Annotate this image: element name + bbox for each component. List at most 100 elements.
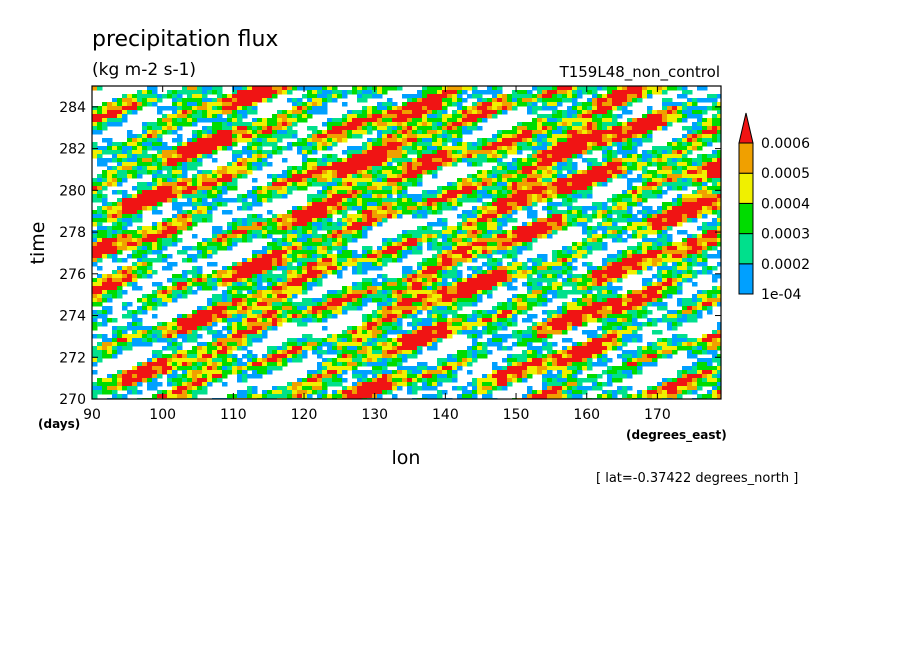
field-cell <box>327 158 333 163</box>
field-cell <box>707 158 713 163</box>
field-cell <box>187 222 193 227</box>
field-cell <box>552 138 558 143</box>
field-cell <box>667 202 673 207</box>
field-cell <box>287 182 293 187</box>
field-cell <box>362 126 368 131</box>
field-cell <box>252 230 258 235</box>
field-cell <box>457 90 463 95</box>
field-cell <box>312 94 318 99</box>
field-cell <box>377 102 383 107</box>
field-cell <box>192 134 198 139</box>
field-cell <box>507 202 513 207</box>
field-cell <box>417 230 423 235</box>
field-cell <box>522 166 528 171</box>
field-cell <box>337 158 343 163</box>
field-cell <box>472 114 478 119</box>
field-cell <box>237 102 243 107</box>
field-cell <box>102 254 108 259</box>
field-cell <box>382 282 388 287</box>
field-cell <box>307 134 313 139</box>
field-cell <box>352 118 358 123</box>
field-cell <box>257 150 263 155</box>
field-cell <box>412 166 418 171</box>
field-cell <box>307 174 313 179</box>
field-cell <box>137 146 143 151</box>
field-cell <box>167 262 173 267</box>
field-cell <box>572 254 578 259</box>
field-cell <box>297 230 303 235</box>
field-cell <box>457 110 463 115</box>
field-cell <box>512 134 518 139</box>
field-cell <box>247 122 253 127</box>
field-cell <box>477 274 483 279</box>
field-cell <box>467 238 473 243</box>
field-cell <box>392 102 398 107</box>
field-cell <box>442 198 448 203</box>
field-cell <box>312 246 318 251</box>
field-cell <box>152 270 158 275</box>
field-cell <box>327 118 333 123</box>
field-cell <box>682 94 688 99</box>
field-cell <box>522 270 528 275</box>
field-cell <box>472 94 478 99</box>
field-cell <box>112 218 118 223</box>
field-cell <box>377 110 383 115</box>
field-cell <box>207 186 213 191</box>
field-cell <box>272 278 278 283</box>
field-cell <box>672 158 678 163</box>
field-cell <box>492 186 498 191</box>
field-cell <box>477 98 483 103</box>
field-cell <box>117 250 123 255</box>
field-cell <box>307 282 313 287</box>
field-cell <box>342 238 348 243</box>
field-cell <box>497 242 503 247</box>
field-cell <box>442 222 448 227</box>
field-cell <box>587 174 593 179</box>
field-cell <box>667 218 673 223</box>
field-cell <box>497 250 503 255</box>
field-cell <box>262 270 268 275</box>
field-cell <box>672 170 678 175</box>
field-cell <box>452 262 458 267</box>
field-cell <box>587 242 593 247</box>
field-cell <box>342 90 348 95</box>
field-cell <box>697 170 703 175</box>
field-cell <box>432 118 438 123</box>
field-cell <box>337 230 343 235</box>
field-cell <box>317 86 323 91</box>
field-cell <box>377 250 383 255</box>
field-cell <box>672 250 678 255</box>
field-cell <box>257 126 263 131</box>
field-cell <box>532 238 538 243</box>
field-cell <box>552 194 558 199</box>
field-cell <box>322 138 328 143</box>
field-cell <box>322 226 328 231</box>
field-cell <box>377 174 383 179</box>
field-cell <box>562 130 568 135</box>
field-cell <box>717 134 721 139</box>
field-cell <box>257 250 263 255</box>
field-cell <box>602 166 608 171</box>
field-cell <box>617 214 623 219</box>
field-cell <box>607 94 613 99</box>
field-cell <box>462 238 468 243</box>
field-cell <box>182 114 188 119</box>
field-cell <box>497 278 503 283</box>
field-cell <box>687 234 693 239</box>
field-cell <box>407 126 413 131</box>
field-cell <box>522 190 528 195</box>
field-cell <box>552 110 558 115</box>
field-cell <box>147 158 153 163</box>
field-cell <box>282 134 288 139</box>
field-cell <box>482 186 488 191</box>
field-cell <box>442 202 448 207</box>
field-cell <box>522 262 528 267</box>
field-cell <box>577 246 583 251</box>
field-cell <box>332 166 338 171</box>
field-cell <box>572 286 578 291</box>
field-cell <box>532 154 538 159</box>
field-cell <box>147 146 153 151</box>
field-cell <box>497 110 503 115</box>
field-cell <box>482 230 488 235</box>
field-cell <box>457 106 463 111</box>
